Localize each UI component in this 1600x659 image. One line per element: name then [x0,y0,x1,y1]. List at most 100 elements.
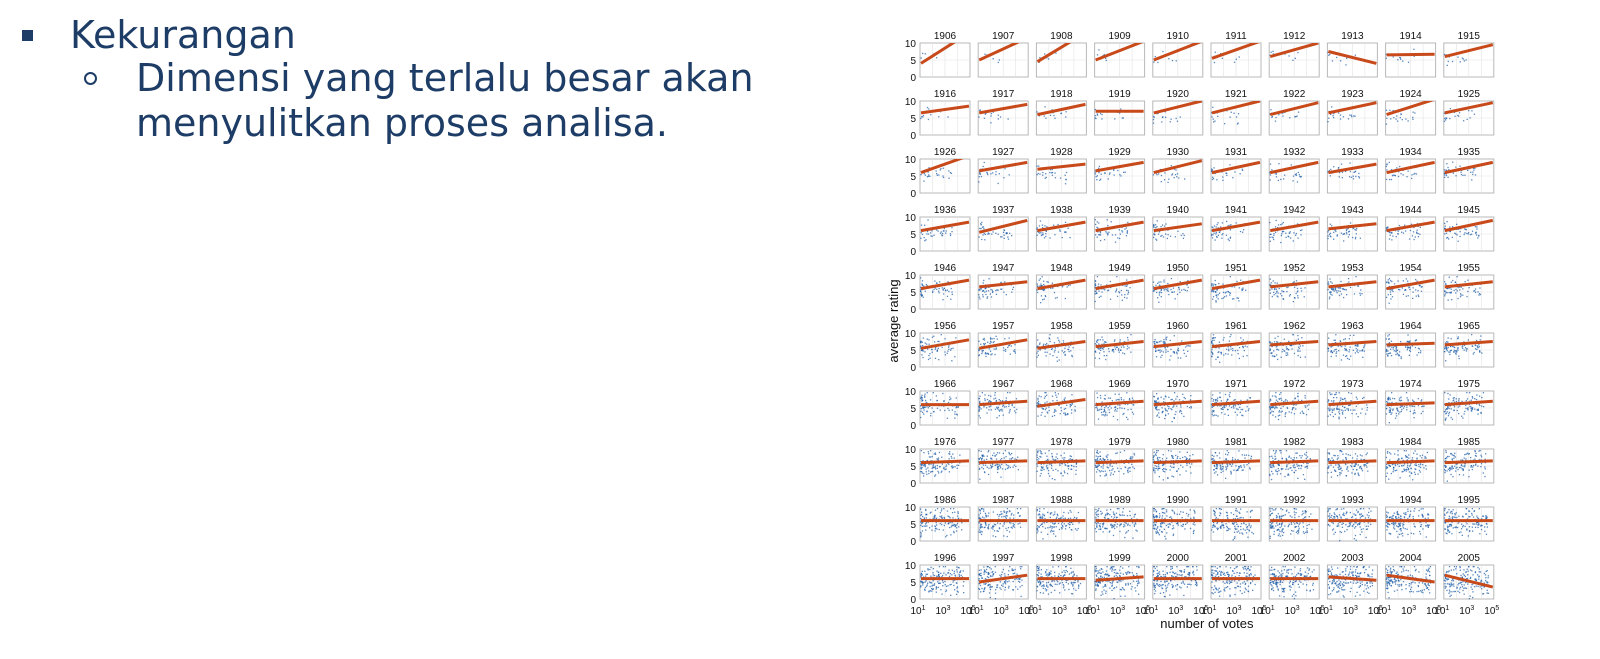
data-point [927,358,930,361]
data-point [1344,338,1346,340]
panel-title: 1938 [1050,205,1073,216]
data-point [1228,394,1230,396]
data-point [1128,467,1130,469]
data-point [1446,408,1448,410]
data-point [1213,410,1215,412]
data-point [1277,296,1279,298]
data-point [1179,451,1181,453]
data-point [1166,336,1168,338]
data-point [1167,290,1170,292]
data-point [1219,396,1222,399]
data-point [1170,118,1172,120]
data-point [1416,229,1418,231]
data-point [1242,415,1244,417]
data-point [1106,414,1108,416]
data-point [1170,348,1172,350]
data-point [1043,463,1045,465]
data-point [1269,407,1272,409]
data-point [1212,337,1214,339]
data-point [1284,174,1286,176]
data-point [989,293,991,295]
data-point [1037,172,1039,175]
data-point [1386,353,1388,355]
data-point [1392,174,1394,176]
data-point [981,455,984,458]
data-point [922,356,924,359]
panel-title: 1944 [1399,205,1422,216]
data-point [932,466,934,468]
fit-line [920,459,970,465]
data-point [1399,351,1401,353]
data-point [1051,282,1053,284]
data-point [1054,347,1056,349]
data-point [1290,412,1293,414]
data-point [997,408,999,410]
data-point [1116,288,1118,290]
data-point [1289,294,1291,296]
data-point [1397,280,1399,282]
data-point [936,464,938,467]
data-point [1238,450,1240,452]
data-point [1306,467,1309,469]
y-tick-label: 5 [910,462,916,473]
data-point [1162,479,1164,481]
data-point [1237,122,1239,124]
data-point [1357,416,1359,418]
data-point [1173,352,1175,354]
data-point [1234,458,1236,461]
data-point [1331,408,1333,410]
data-point [1099,239,1102,242]
data-point [1063,398,1065,400]
data-point [1332,289,1334,291]
data-point [1121,117,1123,119]
data-point [988,467,990,469]
data-point [1062,400,1064,402]
data-point [1344,398,1346,400]
data-point [920,349,923,351]
data-point [1103,408,1105,411]
panel-title: 1935 [1458,147,1481,158]
panel-1911: 1911 [1210,31,1262,78]
data-point [1155,356,1158,358]
panel-1954: 1954 [1385,263,1437,310]
data-point [1278,469,1280,472]
data-point [1389,231,1391,234]
data-point [1296,291,1298,293]
data-point [1036,459,1038,461]
panel-1981: 1981 [1210,437,1262,484]
data-point [938,340,940,343]
data-point [1449,394,1451,396]
data-point [1156,452,1158,454]
data-point [1049,402,1051,404]
data-point [1060,472,1062,474]
data-point [1154,472,1156,474]
data-point [1212,394,1214,396]
data-point [922,114,925,117]
data-point [947,401,950,404]
data-point [1350,392,1352,395]
data-point [1282,298,1285,300]
data-point [1452,351,1455,353]
data-point [1219,392,1221,394]
data-point [1050,172,1053,174]
data-point [1273,238,1275,241]
data-point [1399,406,1401,408]
data-point [1162,116,1164,118]
data-point [983,233,985,235]
data-point [1295,292,1297,295]
data-point [1352,236,1354,239]
data-point [1065,231,1067,233]
data-point [930,412,932,415]
data-point [1011,452,1013,455]
data-point [1046,281,1048,283]
panel-title: 1962 [1283,321,1306,332]
data-point [1152,456,1155,458]
data-point [1116,419,1119,421]
data-point [1212,353,1214,355]
data-point [1455,292,1457,294]
data-point [1295,280,1298,282]
data-point [1480,411,1482,414]
data-point [1105,455,1107,457]
data-point [1236,123,1239,125]
data-point [1444,117,1446,120]
